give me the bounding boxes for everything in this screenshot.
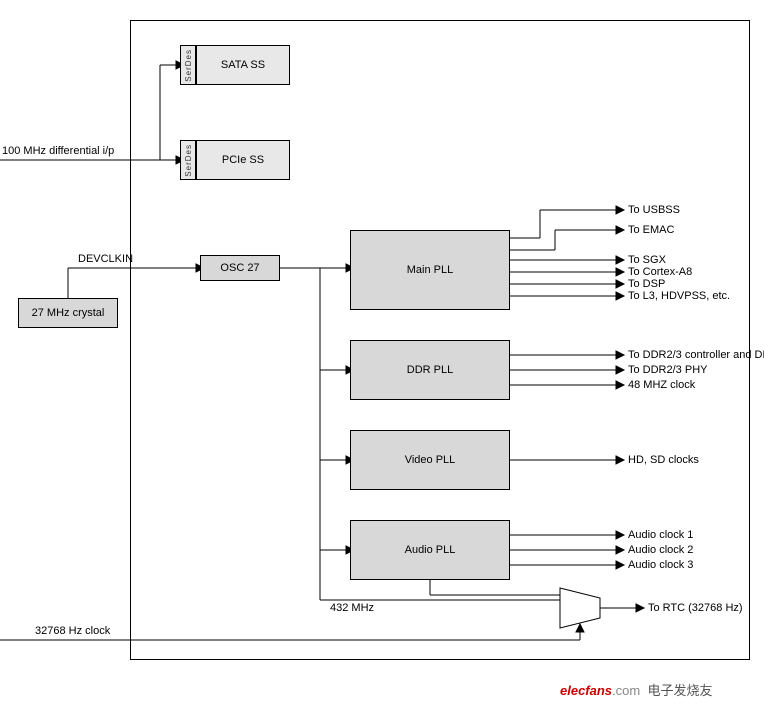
- osc27-label: OSC 27: [220, 262, 259, 274]
- ddr-out-1: To DDR2/3 PHY: [628, 364, 707, 376]
- main-out-4: To DSP: [628, 278, 665, 290]
- devclkin-label: DEVCLKIN: [78, 253, 133, 265]
- sata-serdes: SerDes: [180, 45, 196, 85]
- pcie-serdes: SerDes: [180, 140, 196, 180]
- audio-pll-block: Audio PLL: [350, 520, 510, 580]
- pcie-block: PCIe SS: [196, 140, 290, 180]
- watermark-cn: 电子发烧友: [647, 683, 712, 698]
- main-pll-block: Main PLL: [350, 230, 510, 310]
- ddr-pll-block: DDR PLL: [350, 340, 510, 400]
- ddr-pll-label: DDR PLL: [407, 364, 453, 376]
- main-out-2: To SGX: [628, 254, 666, 266]
- crystal-label: 27 MHz crystal: [32, 307, 105, 319]
- audio-out-0: Audio clock 1: [628, 529, 693, 541]
- rtc-out-label: To RTC (32768 Hz): [648, 602, 743, 614]
- freq-432-label: 432 MHz: [330, 602, 374, 614]
- main-out-3: To Cortex-A8: [628, 266, 692, 278]
- main-out-1: To EMAC: [628, 224, 674, 236]
- main-out-5: To L3, HDVPSS, etc.: [628, 290, 730, 302]
- main-pll-label: Main PLL: [407, 264, 453, 276]
- video-out-0: HD, SD clocks: [628, 454, 699, 466]
- audio-pll-label: Audio PLL: [405, 544, 456, 556]
- audio-out-1: Audio clock 2: [628, 544, 693, 556]
- watermark-brand: elecfans: [560, 683, 612, 698]
- ddr-out-2: 48 MHZ clock: [628, 379, 695, 391]
- sata-block: SATA SS: [196, 45, 290, 85]
- osc27-block: OSC 27: [200, 255, 280, 281]
- diagram-canvas: SerDes SATA SS SerDes PCIe SS OSC 27 27 …: [0, 0, 764, 706]
- watermark: elecfans.com 电子发烧友: [560, 680, 712, 699]
- video-pll-block: Video PLL: [350, 430, 510, 490]
- pcie-label: PCIe SS: [222, 154, 264, 166]
- diff-input-label: 100 MHz differential i/p: [2, 145, 114, 157]
- watermark-suffix: .com: [612, 683, 640, 698]
- audio-out-2: Audio clock 3: [628, 559, 693, 571]
- ddr-out-0: To DDR2/3 controller and DMM: [628, 349, 764, 361]
- video-pll-label: Video PLL: [405, 454, 456, 466]
- sata-label: SATA SS: [221, 59, 265, 71]
- crystal-block: 27 MHz crystal: [18, 298, 118, 328]
- rtc-input-label: 32768 Hz clock: [35, 625, 110, 637]
- main-out-0: To USBSS: [628, 204, 680, 216]
